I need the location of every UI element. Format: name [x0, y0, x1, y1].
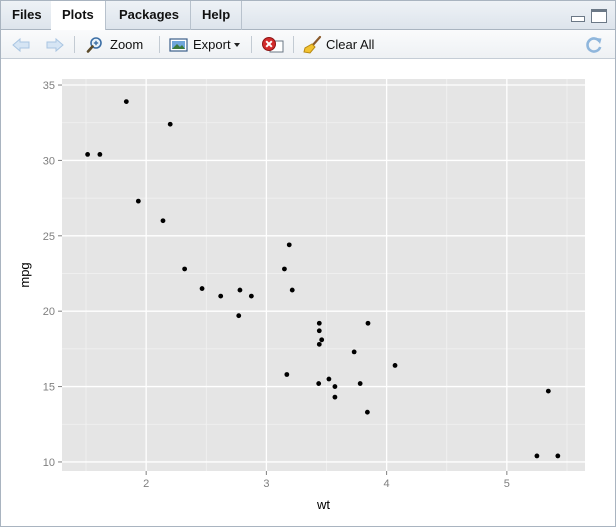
data-point	[392, 363, 398, 368]
y-tick-label: 30	[43, 155, 55, 167]
x-axis-title: wt	[316, 497, 330, 512]
clear-all-label: Clear All	[326, 37, 375, 52]
data-point	[555, 453, 561, 459]
refresh-plot-button[interactable]	[584, 30, 604, 59]
data-point	[236, 313, 242, 319]
zoom-label: Zoom	[110, 37, 144, 52]
y-tick-label: 35	[43, 80, 55, 92]
plot-viewer: 2 3 4 5 10 15 20 25 30 35 wt mpg	[3, 60, 615, 526]
zoom-icon	[86, 36, 102, 53]
remove-plot-button[interactable]	[261, 30, 285, 59]
tab-plots[interactable]: Plots	[51, 1, 106, 31]
data-point	[237, 287, 243, 293]
toolbar-separator	[74, 36, 75, 53]
y-tick-label: 25	[43, 231, 55, 243]
data-point	[332, 384, 338, 389]
back-arrow-icon	[12, 37, 30, 52]
maximize-pane-icon[interactable]	[591, 9, 607, 23]
dropdown-arrow-icon	[233, 42, 240, 47]
toolbar-separator	[293, 36, 294, 53]
tab-files[interactable]: Files	[1, 1, 54, 30]
data-point	[319, 337, 325, 343]
data-point	[85, 151, 91, 157]
scatter-plot: 2 3 4 5 10 15 20 25 30 35 wt mpg	[17, 79, 585, 512]
data-point	[248, 293, 254, 299]
tab-packages[interactable]: Packages	[108, 1, 191, 30]
data-point	[351, 349, 357, 355]
data-point	[365, 320, 371, 326]
tab-help[interactable]: Help	[191, 1, 243, 30]
y-tick-label: 10	[43, 457, 55, 469]
minimize-pane-icon[interactable]	[571, 16, 585, 22]
data-point	[332, 394, 338, 400]
plots-toolbar: Zoom Export	[1, 30, 615, 59]
data-point	[199, 286, 205, 291]
previous-plot-button[interactable]	[11, 30, 31, 59]
data-point	[326, 376, 332, 382]
data-point	[135, 198, 141, 204]
y-axis-title: mpg	[17, 262, 32, 287]
data-point	[545, 388, 551, 394]
data-point	[282, 266, 287, 272]
export-icon	[169, 37, 188, 52]
data-point	[286, 242, 292, 248]
data-point	[182, 266, 188, 272]
data-point	[167, 121, 173, 127]
export-label: Export	[193, 37, 231, 52]
y-tick-label: 15	[43, 382, 55, 394]
data-point	[357, 381, 363, 386]
next-plot-button[interactable]	[45, 30, 65, 59]
x-tick-label: 5	[504, 478, 510, 490]
x-tick-label: 4	[384, 478, 390, 490]
plot-panel-background	[62, 79, 585, 471]
y-tick-label: 20	[43, 306, 55, 318]
remove-plot-icon	[262, 36, 284, 52]
x-tick-label: 3	[263, 478, 269, 490]
data-point	[316, 320, 322, 326]
data-point	[289, 287, 295, 293]
toolbar-separator	[159, 36, 160, 53]
data-point	[316, 341, 322, 347]
x-tick-label: 2	[143, 478, 149, 490]
data-point	[316, 328, 322, 334]
data-point	[364, 409, 370, 415]
data-point	[534, 453, 540, 459]
data-point	[284, 372, 290, 377]
clear-all-broom-icon	[303, 35, 322, 54]
window-controls	[563, 9, 607, 23]
data-point	[316, 381, 322, 386]
data-point	[218, 293, 224, 299]
toolbar-separator	[251, 36, 252, 53]
data-point	[160, 218, 166, 224]
refresh-icon	[586, 36, 602, 53]
data-point	[123, 99, 129, 105]
zoom-button[interactable]: Zoom	[85, 30, 143, 59]
clear-all-button[interactable]: Clear All	[303, 30, 374, 59]
tab-bar: Files Plots Packages Help	[1, 1, 615, 31]
forward-arrow-icon	[46, 37, 64, 52]
export-button[interactable]: Export	[169, 30, 241, 59]
data-point	[97, 151, 103, 157]
